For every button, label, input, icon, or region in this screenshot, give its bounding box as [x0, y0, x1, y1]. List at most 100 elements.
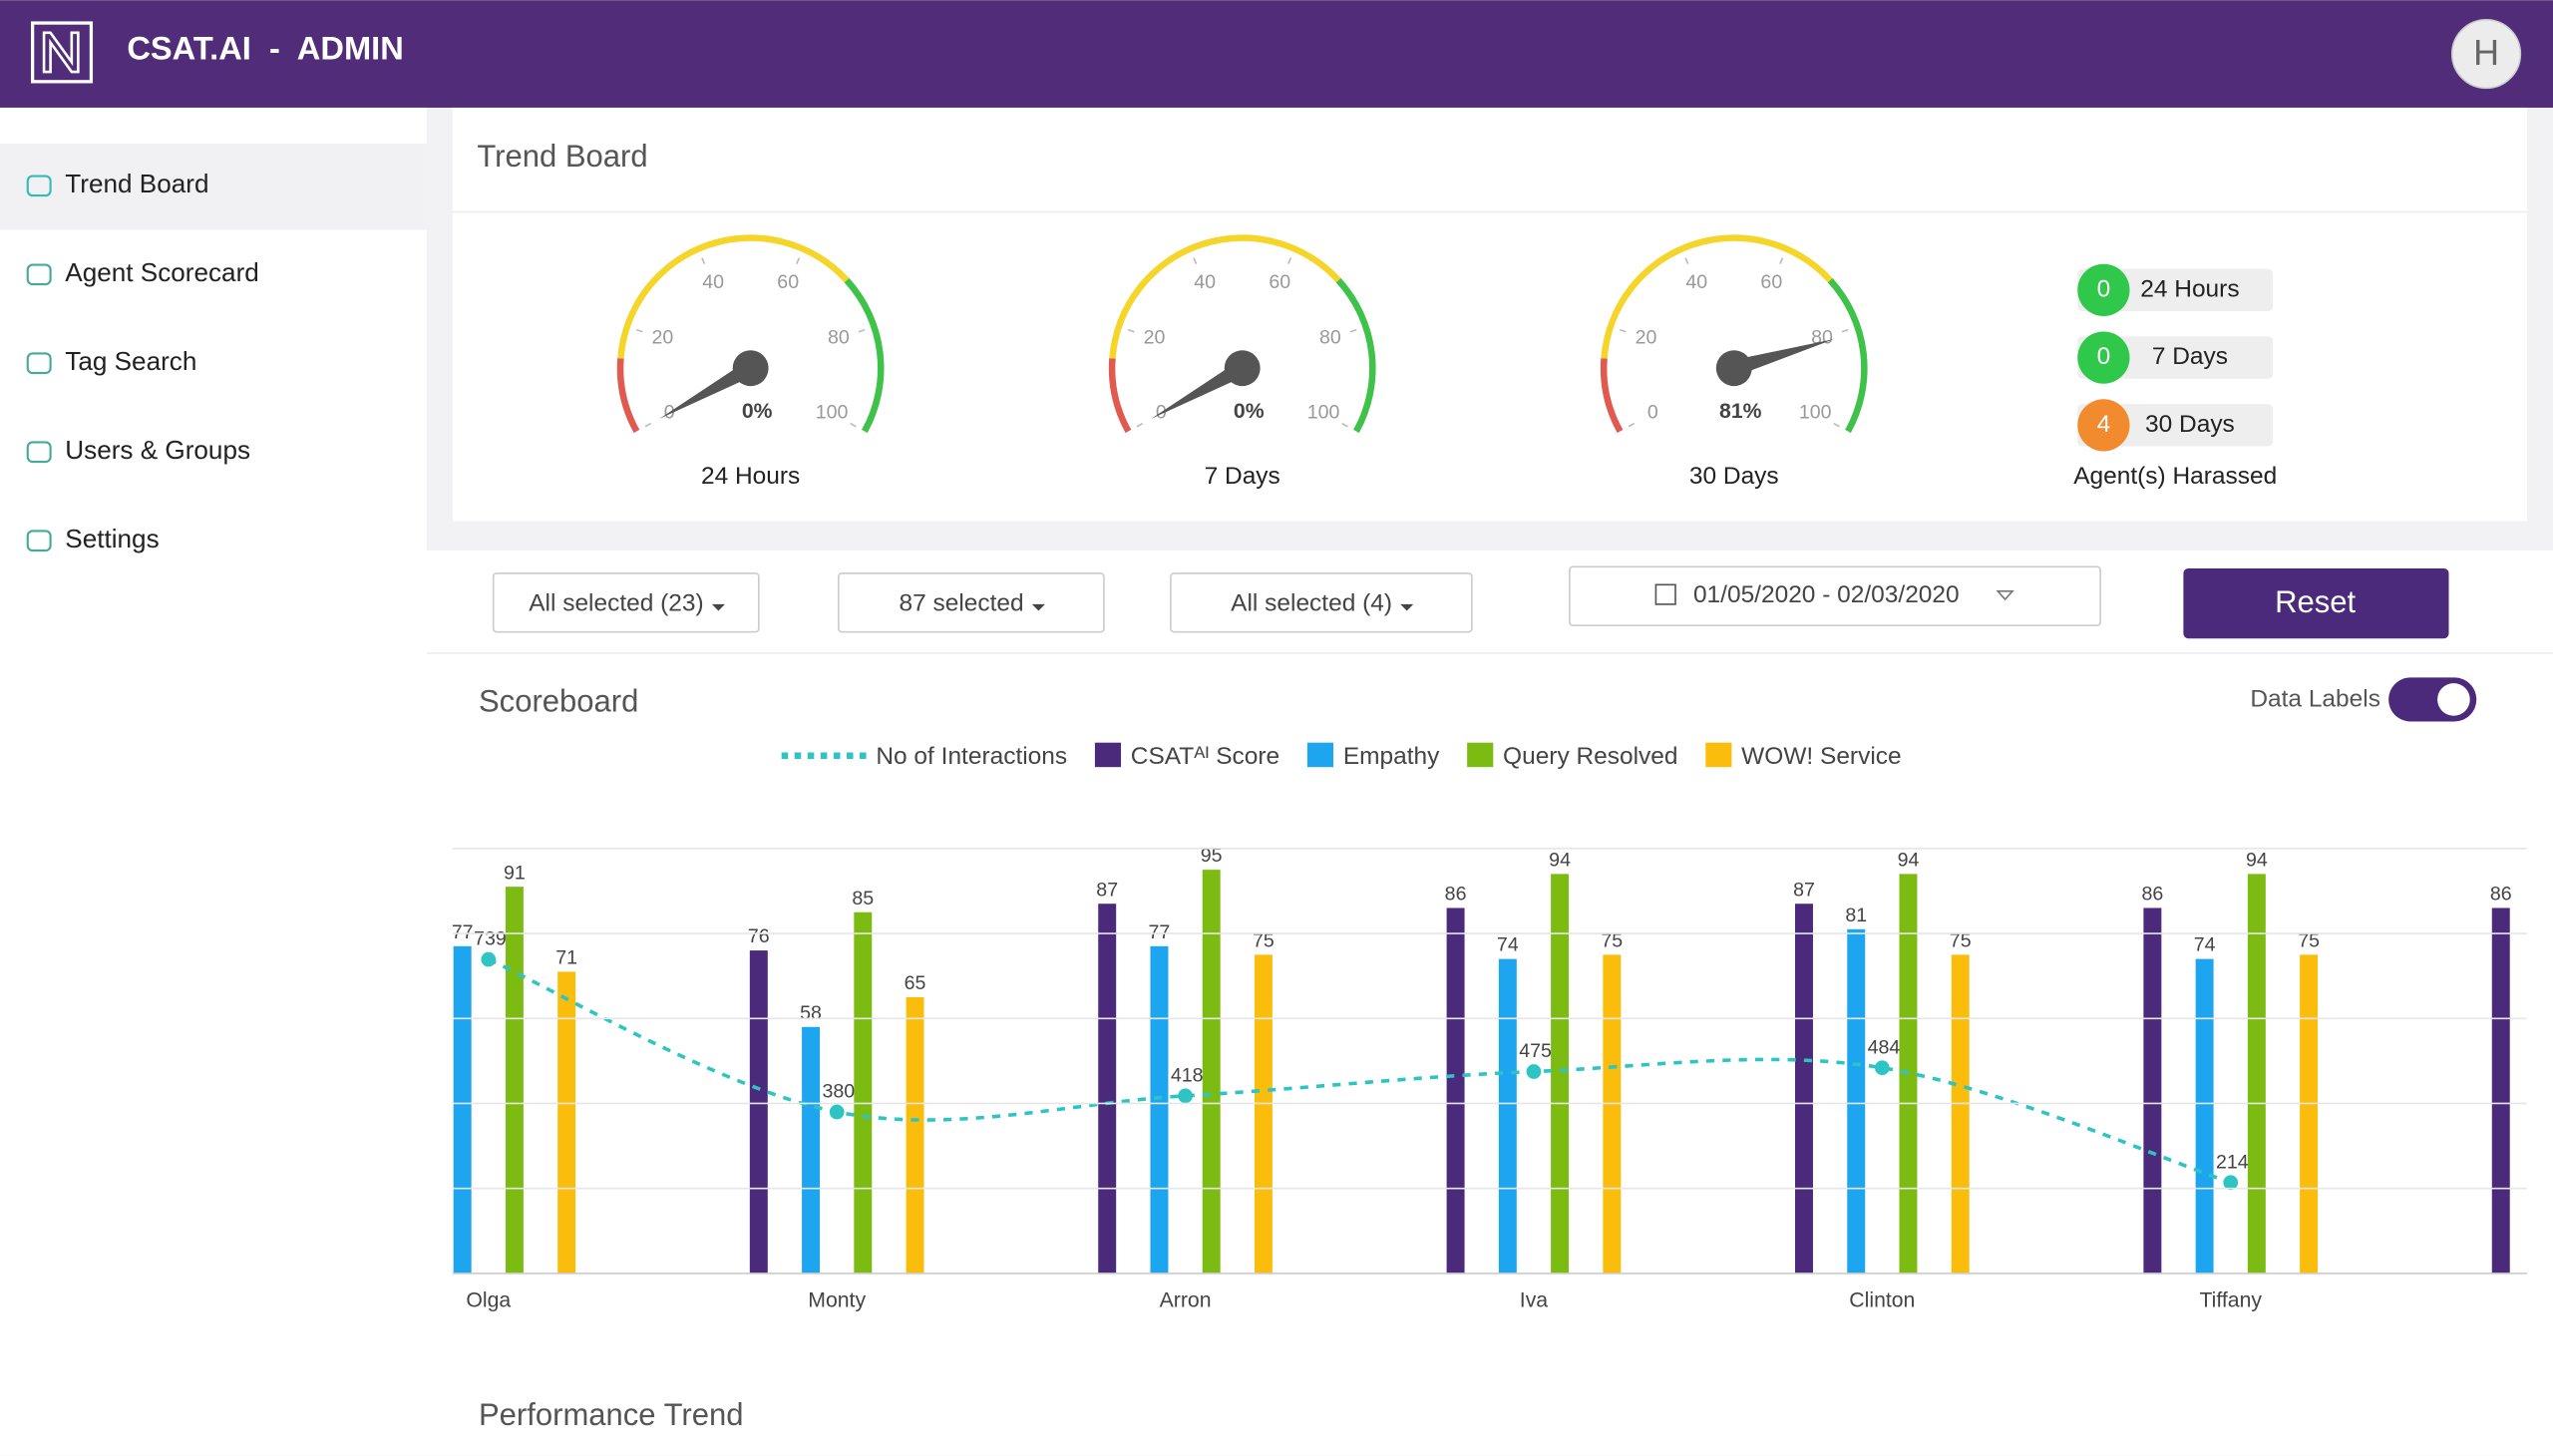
line-point — [1178, 1088, 1193, 1104]
bar — [906, 996, 924, 1274]
x-tick-label: Olga — [466, 1288, 511, 1311]
data-label: 75 — [1253, 929, 1275, 951]
harassed-label: Agent(s) Harassed — [2073, 463, 2277, 490]
legend-label[interactable]: CSATᴬᴵ Score — [1131, 743, 1279, 770]
gauge-tick-label: 80 — [1319, 327, 1341, 349]
nav-item[interactable]: Agent Scorecard — [65, 257, 258, 287]
data-label: 75 — [2298, 929, 2320, 951]
bar — [505, 887, 524, 1274]
dropdown[interactable] — [838, 572, 1105, 633]
content — [426, 550, 2553, 1456]
legend-label[interactable]: WOW! Service — [1741, 743, 1901, 770]
count: 0 — [2097, 275, 2111, 302]
card-title: Trend Board — [477, 139, 647, 174]
bar — [1847, 928, 1866, 1274]
line-point — [481, 951, 497, 967]
count-badge — [2077, 263, 2130, 316]
bar — [1446, 908, 1465, 1274]
data-label: 77 — [1149, 921, 1171, 943]
gauge-tick — [1127, 328, 1135, 333]
gauge-tick — [796, 257, 801, 264]
date-picker[interactable] — [1569, 565, 2101, 626]
period: 24 Hours — [2140, 275, 2239, 302]
nav-icon — [26, 530, 52, 552]
gauge-tick — [1349, 328, 1357, 333]
section-title: Performance Trend — [479, 1397, 743, 1432]
gauge-tick — [1684, 257, 1689, 264]
bar — [802, 1026, 821, 1274]
gauge-tick-label: 100 — [816, 401, 849, 423]
legend-label[interactable]: Empathy — [1343, 743, 1440, 770]
data-label: 87 — [1793, 879, 1815, 901]
gauge-label: 30 Days — [1689, 463, 1779, 490]
legend-swatch — [1705, 742, 1732, 768]
bar — [1098, 904, 1117, 1274]
sidebar — [0, 107, 427, 1456]
gauge-tick-label: 40 — [702, 271, 724, 293]
nav-item[interactable]: Tag Search — [65, 346, 196, 376]
caret — [1400, 603, 1414, 611]
avatar[interactable] — [2450, 18, 2522, 90]
bar — [1202, 870, 1221, 1274]
gauge-band — [616, 358, 640, 434]
dropdown[interactable] — [1170, 572, 1473, 633]
toggle-label: Data Labels — [2250, 686, 2380, 713]
gauge-needle — [1151, 361, 1247, 419]
line-point — [1526, 1064, 1542, 1079]
gauge-tick — [850, 422, 857, 428]
dropdown[interactable] — [492, 572, 760, 633]
data-label: 87 — [1096, 879, 1118, 901]
x-tick-label: Monty — [808, 1288, 866, 1311]
data-label: 75 — [1950, 929, 1972, 951]
active-nav — [0, 143, 427, 230]
gauge-hub — [1715, 350, 1752, 387]
gauge-tick-label: 20 — [1144, 327, 1166, 349]
gauge-label: 7 Days — [1205, 463, 1280, 490]
data-label: 58 — [800, 1002, 822, 1024]
gauge-tick-label: 40 — [1685, 271, 1707, 293]
logo[interactable] — [31, 21, 94, 84]
bar — [2143, 908, 2162, 1274]
gauge-hub — [732, 350, 769, 387]
data-label: 85 — [852, 888, 874, 910]
gauge-tick — [1620, 328, 1627, 333]
data-label: 739 — [474, 928, 507, 950]
gauge-band — [1335, 277, 1376, 434]
bar — [2195, 958, 2214, 1274]
gauge-needle — [659, 361, 755, 419]
line-point — [2223, 1175, 2239, 1191]
bar — [2491, 908, 2510, 1274]
gauge-band — [1109, 234, 1341, 359]
gauge-tick — [635, 328, 643, 333]
bar — [1498, 958, 1517, 1274]
bar — [1795, 904, 1813, 1274]
data-label: 475 — [1519, 1040, 1552, 1062]
bar — [1150, 945, 1169, 1274]
nav-item[interactable]: Users & Groups — [65, 435, 250, 465]
nav-item[interactable]: Settings — [65, 524, 159, 553]
legend-label[interactable]: No of Interactions — [876, 743, 1067, 770]
data-label: 74 — [2194, 934, 2216, 956]
bar — [2300, 954, 2319, 1274]
section-title: Scoreboard — [479, 684, 638, 719]
reset-text: Reset — [2275, 584, 2356, 619]
x-tick-label: Arron — [1160, 1288, 1212, 1311]
data-label: 214 — [2216, 1151, 2249, 1173]
nav-item[interactable]: Trend Board — [65, 169, 208, 198]
gauge-tick — [1193, 257, 1198, 264]
legend-swatch — [1094, 742, 1122, 768]
reset-button[interactable] — [2183, 568, 2449, 639]
data-label: 380 — [822, 1081, 855, 1103]
toggle-knob — [2437, 683, 2470, 716]
legend-label[interactable]: Query Resolved — [1503, 743, 1677, 770]
gauge-value: 0% — [742, 400, 773, 423]
count: 4 — [2097, 411, 2111, 438]
gauge-hub — [1224, 350, 1261, 387]
data-label: 95 — [1201, 845, 1223, 867]
bar — [749, 950, 768, 1274]
caret — [1996, 590, 2014, 601]
nav-icon — [26, 263, 52, 286]
header-bar — [0, 0, 2553, 108]
x-tick-label: Clinton — [1849, 1288, 1915, 1311]
